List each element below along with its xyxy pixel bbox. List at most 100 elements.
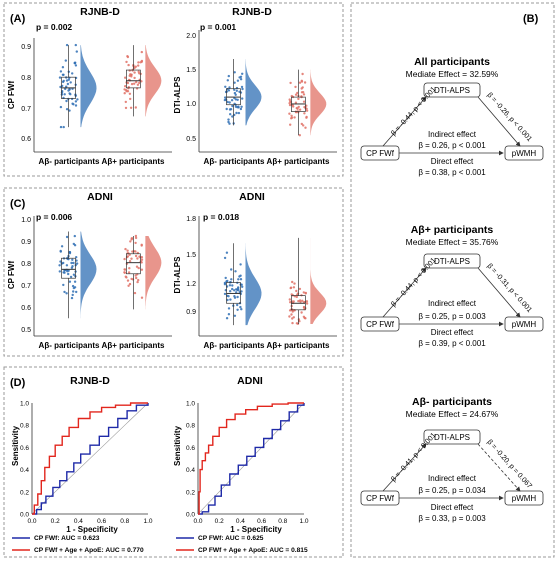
- mediation-title: Aβ- participants: [412, 396, 492, 408]
- data-point: [60, 245, 64, 248]
- data-point: [289, 301, 292, 304]
- data-point: [225, 107, 228, 111]
- violin-half: [310, 69, 327, 136]
- data-point: [288, 102, 291, 105]
- data-point: [297, 299, 300, 303]
- data-point: [290, 293, 293, 296]
- data-point: [235, 111, 238, 115]
- direct-value: β = 0.33, p = 0.003: [418, 514, 486, 523]
- data-point: [128, 74, 131, 78]
- data-point: [73, 61, 76, 65]
- data-point: [297, 97, 300, 101]
- direct-value: β = 0.39, p < 0.001: [418, 339, 486, 348]
- data-point: [124, 85, 127, 88]
- data-point: [133, 291, 137, 295]
- data-point: [74, 104, 78, 107]
- data-point: [135, 265, 139, 268]
- data-point: [223, 292, 227, 296]
- panel-a-left-ylabel: CP FWf: [7, 81, 16, 110]
- data-point: [72, 290, 75, 293]
- data-point: [289, 100, 292, 103]
- panel-a-left-ytick: 0.9: [21, 44, 31, 51]
- panel-c-right-xcat: Aβ- participants: [204, 341, 265, 350]
- data-point: [67, 89, 70, 92]
- violin-chart-c-left: [58, 231, 162, 319]
- data-point: [135, 80, 138, 84]
- panel-c-right-pvalue: p = 0.018: [203, 212, 239, 222]
- y-tick-label: 0.8: [186, 423, 195, 430]
- data-point: [229, 113, 232, 116]
- panel-c-left-ytick: 0.6: [21, 305, 31, 312]
- data-point: [60, 93, 64, 96]
- roc-chart-left: 0.00.0 0.2 0.2 0.4 0.4 0.6 0.6 0.8 0.8 1.0 1.0: [20, 401, 153, 526]
- data-point: [126, 279, 130, 282]
- data-point: [65, 79, 69, 82]
- panel-a-left-xcat: Aβ- participants: [39, 157, 100, 166]
- data-point: [67, 272, 70, 276]
- x-tick-label: 0.2: [51, 518, 60, 525]
- data-point: [125, 89, 128, 92]
- panel-a-right-ylabel: DTI-ALPS: [173, 76, 182, 114]
- panel-a-right-ytick: 1.0: [186, 101, 196, 108]
- data-point: [233, 289, 236, 292]
- panel-b-frame: [350, 2, 555, 558]
- indirect-label: Indirect effect: [428, 299, 477, 308]
- data-point: [231, 284, 234, 287]
- panel-d-right-title: ADNI: [237, 375, 263, 387]
- data-point: [240, 308, 243, 311]
- data-point: [68, 280, 72, 283]
- panel-a-right-ytick: 1.5: [186, 67, 196, 74]
- violin-half: [80, 231, 97, 319]
- data-point: [239, 78, 243, 81]
- data-point: [228, 284, 232, 287]
- data-point: [301, 299, 304, 302]
- data-point: [292, 316, 295, 319]
- data-point: [233, 88, 236, 92]
- data-point: [74, 43, 78, 47]
- x-tick-label: 0.6: [257, 518, 266, 525]
- data-point: [300, 87, 303, 90]
- data-point: [64, 59, 68, 62]
- mediation-effect: Mediate Effect = 35.76%: [406, 237, 499, 247]
- violin-half: [310, 237, 327, 324]
- data-point: [288, 309, 292, 312]
- data-point: [302, 93, 306, 96]
- data-point: [297, 105, 300, 109]
- panel-a-frame: [3, 2, 344, 177]
- data-point: [123, 257, 126, 261]
- data-point: [124, 247, 127, 251]
- data-point: [136, 257, 139, 260]
- x-tick-label: 0.4: [74, 518, 83, 525]
- data-point: [294, 93, 298, 96]
- data-point: [137, 70, 140, 73]
- panel-c-left-xcat: Aβ- participants: [39, 341, 100, 350]
- panel-a-left-pvalue: p = 0.002: [36, 22, 72, 32]
- box: [126, 69, 141, 89]
- panel-c-left-xcat: Aβ+ participants: [102, 341, 165, 350]
- data-point: [224, 85, 227, 89]
- data-point: [65, 99, 68, 103]
- data-point: [58, 270, 61, 273]
- data-point: [140, 258, 144, 261]
- data-point: [65, 235, 69, 239]
- data-point: [134, 236, 138, 240]
- data-point: [233, 91, 237, 95]
- data-point: [236, 295, 239, 299]
- data-point: [291, 310, 294, 313]
- panel-a-right-xcat: Aβ- participants: [204, 157, 265, 166]
- data-point: [129, 106, 133, 110]
- data-point: [73, 286, 77, 289]
- panel-label-d: (D): [10, 377, 26, 389]
- data-point: [230, 278, 233, 281]
- data-point: [228, 86, 231, 89]
- panel-c-frame: [3, 187, 344, 357]
- data-point: [126, 90, 130, 93]
- data-point: [290, 117, 293, 120]
- data-point: [126, 81, 130, 85]
- data-point: [71, 284, 75, 288]
- data-point: [128, 282, 132, 286]
- data-point: [62, 125, 65, 129]
- panel-a-right-title: RJNB-D: [232, 6, 272, 18]
- data-point: [70, 261, 73, 265]
